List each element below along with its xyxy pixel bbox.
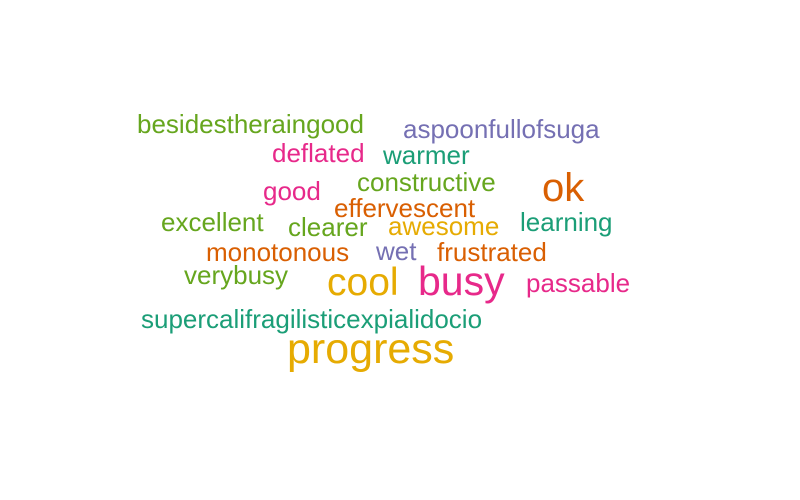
word: constructive	[357, 167, 496, 197]
word: frustrated	[437, 237, 547, 267]
word: effervescent	[334, 193, 476, 223]
word: clearer	[288, 212, 368, 242]
word: wet	[376, 236, 417, 266]
word: ok	[542, 166, 585, 210]
word: aspoonfullofsuga	[403, 114, 600, 144]
word: passable	[526, 268, 631, 298]
word: deflated	[272, 138, 365, 168]
word: good	[263, 176, 321, 206]
word: monotonous	[206, 237, 350, 267]
word: besidestheraingood	[137, 109, 364, 139]
word: verybusy	[184, 260, 289, 290]
word: cool	[327, 261, 399, 304]
word: awesome	[388, 211, 500, 241]
word: excellent	[161, 207, 264, 237]
word: supercalifragilisticexpialidocio	[141, 304, 483, 334]
word: warmer	[383, 140, 470, 170]
word: progress	[287, 325, 455, 373]
word: busy	[418, 258, 505, 304]
word: learning	[520, 207, 613, 237]
